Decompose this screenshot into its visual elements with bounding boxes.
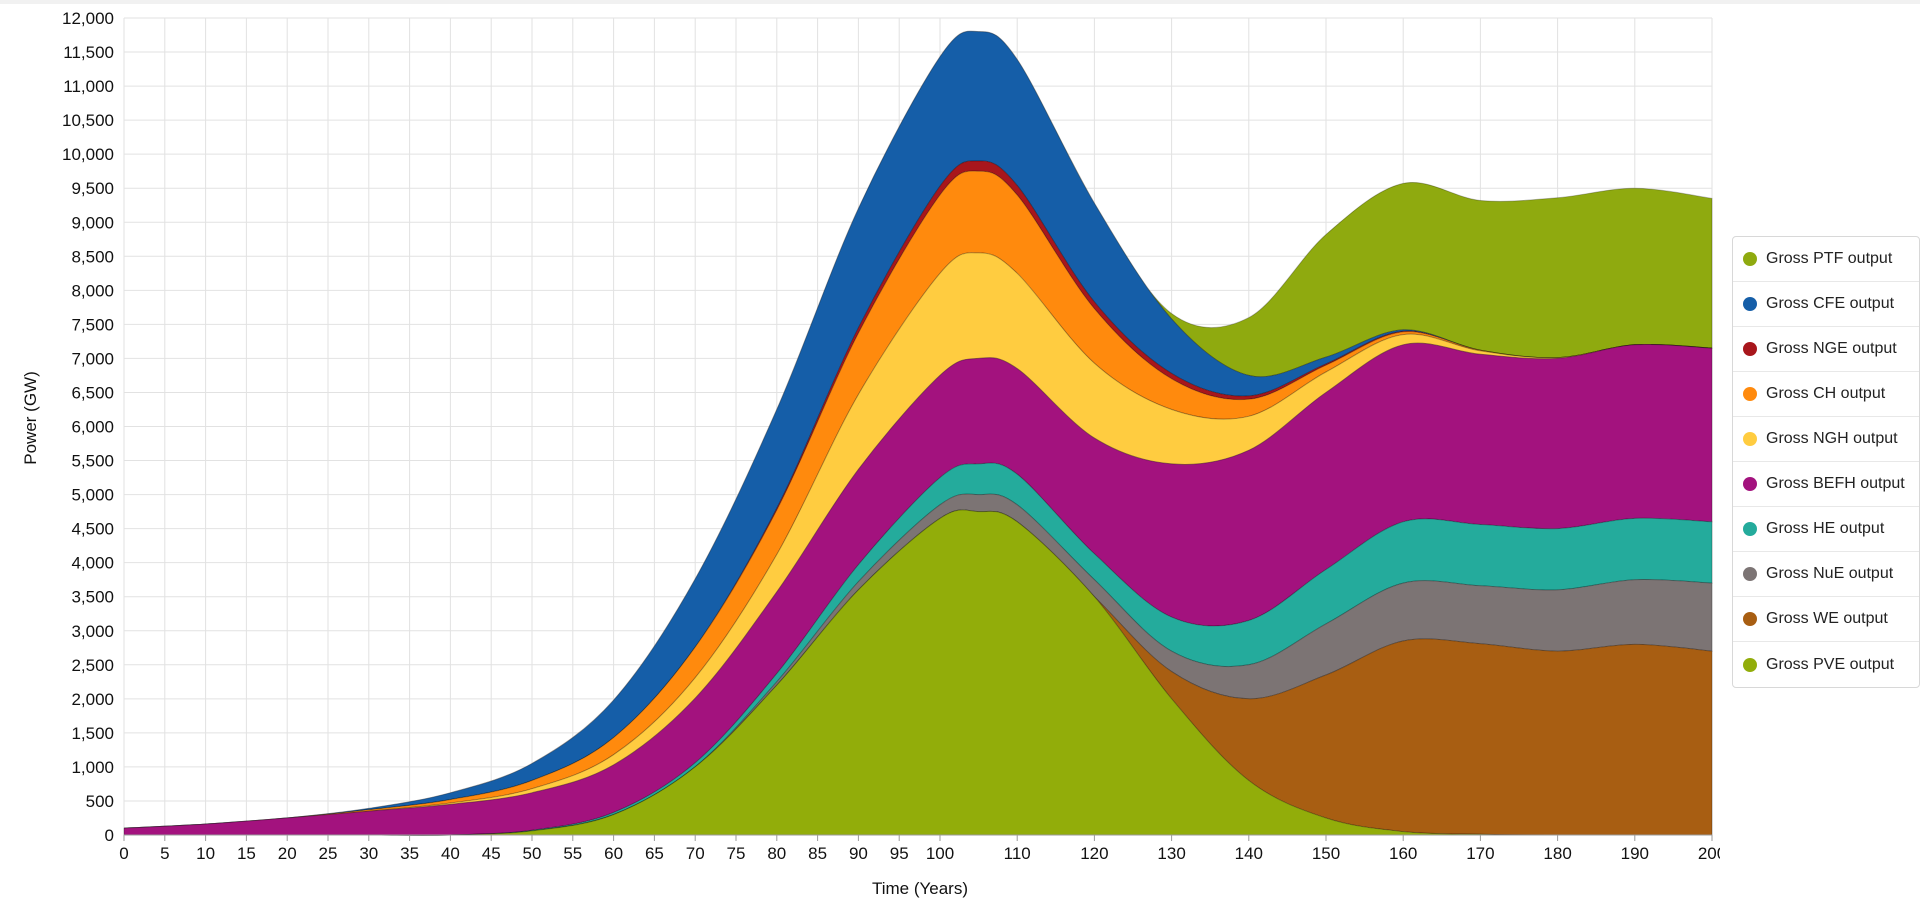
area-gross-ngh-output <box>123 252 1713 829</box>
legend-dot-icon <box>1743 297 1757 311</box>
legend-dot-icon <box>1743 522 1757 536</box>
x-tick-label: 100 <box>926 844 954 863</box>
x-tick-label: 140 <box>1235 844 1263 863</box>
y-axis: 0 500 1,000 1,500 2,000 2,500 3,000 3,500 4,000 4… <box>62 9 114 845</box>
y-tick-label: 10,000 <box>62 145 114 164</box>
x-tick-label: 50 <box>523 844 542 863</box>
x-tick-label: 120 <box>1080 844 1108 863</box>
y-tick-label: 8,500 <box>71 247 114 266</box>
y-tick-label: 4,000 <box>71 554 114 573</box>
legend-item-gross-befh-output[interactable]: Gross BEFH output <box>1733 462 1919 507</box>
legend-item-gross-ngh-output[interactable]: Gross NGH output <box>1733 417 1919 462</box>
y-tick-label: 7,500 <box>71 315 114 334</box>
y-tick-label: 1,500 <box>71 724 114 743</box>
legend-item-gross-pve-output[interactable]: Gross PVE output <box>1733 642 1919 687</box>
y-tick-label: 4,500 <box>71 520 114 539</box>
legend-item-gross-ch-output[interactable]: Gross CH output <box>1733 372 1919 417</box>
legend-dot-icon <box>1743 432 1757 446</box>
y-tick-label: 2,000 <box>71 690 114 709</box>
legend-item-gross-he-output[interactable]: Gross HE output <box>1733 507 1919 552</box>
x-tick-label: 170 <box>1466 844 1494 863</box>
legend-item-gross-nue-output[interactable]: Gross NuE output <box>1733 552 1919 597</box>
y-tick-label: 9,500 <box>71 179 114 198</box>
x-axis-title: Time (Years) <box>872 879 968 898</box>
y-tick-label: 12,000 <box>62 9 114 28</box>
x-tick-label: 190 <box>1621 844 1649 863</box>
y-tick-label: 2,500 <box>71 656 114 675</box>
x-tick-label: 60 <box>604 844 623 863</box>
area-gross-ptf-output <box>123 30 1713 829</box>
x-tick-label: 65 <box>645 844 664 863</box>
x-tick-label: 80 <box>767 844 786 863</box>
x-tick-label: 130 <box>1157 844 1185 863</box>
y-tick-label: 6,000 <box>71 418 114 437</box>
x-tick-label: 85 <box>808 844 827 863</box>
x-tick-label: 180 <box>1543 844 1571 863</box>
x-tick-label: 95 <box>890 844 909 863</box>
y-tick-label: 3,500 <box>71 588 114 607</box>
y-tick-label: 7,000 <box>71 349 114 368</box>
y-tick-label: 3,000 <box>71 622 114 641</box>
y-tick-label: 6,500 <box>71 383 114 402</box>
x-tick-label: 75 <box>727 844 746 863</box>
y-axis-title: Power (GW) <box>21 371 40 465</box>
x-axis: 0 5 10 15 20 25 30 35 40 45 50 55 60 65 70 75 80 85 90 95 10… <box>119 834 1720 863</box>
x-tick-label: 200 <box>1698 844 1720 863</box>
x-tick-label: 10 <box>196 844 215 863</box>
legend-label: Gross PVE output <box>1766 655 1895 673</box>
legend-label: Gross NGE output <box>1766 340 1897 357</box>
x-tick-label: 90 <box>849 844 868 863</box>
y-tick-label: 500 <box>86 792 114 811</box>
legend-label: Gross WE output <box>1766 610 1888 627</box>
y-tick-label: 10,500 <box>62 111 114 130</box>
y-tick-label: 11,500 <box>63 43 114 62</box>
stacked-area-chart: 0 5 10 15 20 25 30 35 40 45 50 55 60 65 70 75 80 85 90 95 10… <box>21 9 1720 898</box>
x-tick-label: 20 <box>278 844 297 863</box>
y-tick-label: 9,000 <box>71 213 114 232</box>
x-tick-label: 30 <box>359 844 378 863</box>
x-tick-label: 55 <box>563 844 582 863</box>
x-tick-label: 150 <box>1312 844 1340 863</box>
y-tick-label: 0 <box>105 826 114 845</box>
legend-dot-icon <box>1743 567 1757 581</box>
legend-dot-icon <box>1743 657 1757 672</box>
legend-item-gross-nge-output[interactable]: Gross NGE output <box>1733 327 1919 372</box>
x-tick-label: 5 <box>160 844 169 863</box>
legend-item-gross-ptf-output[interactable]: Gross PTF output <box>1733 237 1919 282</box>
area-series <box>123 30 1713 836</box>
legend-item-gross-cfe-output[interactable]: Gross CFE output <box>1733 282 1919 327</box>
legend-label: Gross NuE output <box>1766 565 1894 582</box>
legend-dot-icon <box>1743 252 1757 266</box>
legend-dot-icon <box>1743 612 1757 626</box>
x-tick-label: 15 <box>237 844 256 863</box>
x-tick-label: 0 <box>119 844 128 863</box>
legend-dot-icon <box>1743 342 1757 356</box>
legend-label: Gross CH output <box>1766 385 1886 402</box>
x-tick-label: 70 <box>686 844 705 863</box>
x-tick-label: 40 <box>441 844 460 863</box>
x-tick-label: 35 <box>400 844 419 863</box>
y-tick-label: 11,000 <box>63 77 114 96</box>
legend: Gross PTF output Gross CFE output Gross NG… <box>1732 236 1920 688</box>
top-border <box>0 0 1920 4</box>
y-tick-label: 5,500 <box>71 452 114 471</box>
y-tick-label: 5,000 <box>71 486 114 505</box>
legend-label: Gross PTF output <box>1766 250 1893 267</box>
legend-item-gross-we-output[interactable]: Gross WE output <box>1733 597 1919 642</box>
y-tick-label: 8,000 <box>71 281 114 300</box>
x-tick-label: 25 <box>319 844 338 863</box>
x-tick-label: 110 <box>1004 844 1031 863</box>
legend-label: Gross HE output <box>1766 520 1885 537</box>
legend-label: Gross CFE output <box>1766 295 1895 312</box>
x-tick-label: 160 <box>1389 844 1417 863</box>
legend-label: Gross NGH output <box>1766 430 1898 447</box>
y-tick-label: 1,000 <box>71 758 114 777</box>
x-tick-label: 45 <box>482 844 501 863</box>
legend-dot-icon <box>1743 477 1757 491</box>
legend-label: Gross BEFH output <box>1766 475 1905 492</box>
legend-dot-icon <box>1743 387 1757 401</box>
